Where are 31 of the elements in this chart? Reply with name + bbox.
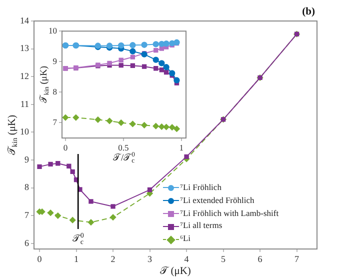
legend-label: ⁷Li Fröhlich — [180, 181, 222, 194]
y-tick-label: 8 — [24, 182, 30, 192]
legend-label: ⁷Li all terms — [180, 219, 222, 232]
y-tick-label: 11 — [20, 98, 29, 109]
y-tick-label: 10 — [20, 126, 30, 137]
x-tick-label: 0 — [63, 142, 68, 152]
legend-label: ⁷Li Fröhlich with Lamb-shift — [180, 206, 279, 220]
y-tick-label: 8 — [52, 86, 57, 96]
x-tick-label: 1 — [179, 142, 184, 152]
x-axis-title: 𝒯 (μK) — [160, 264, 192, 277]
x-tick-label: 0 — [37, 254, 42, 264]
x-tick-label: 6 — [258, 254, 263, 264]
x-tick-label: 2 — [110, 254, 116, 264]
text: (b) — [302, 6, 316, 18]
y-tick-label: 14 — [20, 15, 30, 26]
x-tick-label: 7 — [294, 254, 300, 264]
y-tick-label: 7 — [24, 210, 30, 220]
y-tick-label: 12 — [20, 70, 29, 81]
x-tick-label: 4 — [184, 254, 190, 264]
y-tick-label: 6 — [24, 238, 30, 248]
legend-label: ⁶Li — [180, 232, 191, 245]
y-tick-label: 9 — [24, 154, 30, 164]
y-tick-label: 10 — [48, 25, 57, 36]
x-tick-label: 1 — [74, 254, 79, 264]
x-tick-label: 3 — [148, 254, 153, 264]
y-tick-label: 7 — [52, 116, 57, 127]
x-tick-label: 5 — [221, 254, 226, 264]
y-tick-label: 13 — [20, 43, 30, 54]
x-tick-label: 0.5 — [118, 142, 129, 152]
legend-label: ⁷Li extended Fröhlich — [180, 194, 254, 207]
y-tick-label: 9 — [52, 56, 57, 66]
